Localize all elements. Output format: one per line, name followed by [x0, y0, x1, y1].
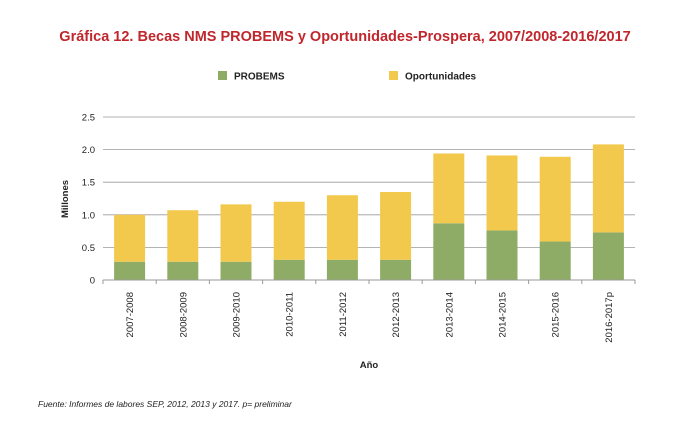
x-tick-label: 2008-2009 — [178, 292, 189, 337]
bar-segment-probems — [486, 230, 518, 280]
bar-segment-probems — [433, 223, 465, 280]
legend-label-oportunidades: Oportunidades — [405, 72, 477, 83]
y-axis-ticks: 0 0.5 1.0 1.5 2.0 2.5 — [82, 113, 95, 287]
y-axis-title: Millones — [60, 180, 71, 218]
bar-segment-oportunidades — [167, 210, 199, 262]
bar-segment-probems — [273, 259, 305, 280]
bar-segment-oportunidades — [220, 204, 252, 262]
bar-segment-probems — [380, 259, 412, 280]
bar-segment-oportunidades — [326, 195, 358, 260]
x-tick-label: 2015-2016 — [551, 292, 562, 337]
bar-segment-oportunidades — [273, 201, 305, 260]
bar-segment-probems — [114, 261, 146, 280]
y-tick-label: 1.5 — [82, 178, 95, 189]
legend-label-probems: PROBEMS — [234, 72, 285, 83]
bar-segment-oportunidades — [539, 156, 571, 242]
x-axis-ticks: 2007-2008 2008-2009 2009-2010 2010-2011 2011… — [102, 280, 636, 343]
bar-segment-probems — [167, 261, 199, 280]
bar-segment-oportunidades — [592, 144, 624, 233]
chart-title: Gráfica 12. Becas NMS PROBEMS y Oportuni… — [59, 29, 630, 45]
bar-segment-oportunidades — [433, 153, 465, 224]
bar-segment-oportunidades — [486, 155, 518, 231]
legend-swatch-probems — [218, 71, 227, 80]
y-tick-label: 2.0 — [82, 145, 95, 156]
x-tick-label: 2011-2012 — [338, 292, 349, 337]
y-tick-label: 2.5 — [82, 113, 95, 124]
bar-segment-oportunidades — [380, 191, 412, 260]
legend-swatch-oportunidades — [389, 71, 398, 80]
bar-segment-probems — [592, 232, 624, 280]
x-tick-label: 2012-2013 — [391, 292, 402, 337]
y-tick-label: 1.0 — [82, 210, 95, 221]
x-axis-title: Año — [360, 360, 379, 371]
y-tick-label: 0 — [90, 276, 95, 287]
bars — [114, 144, 624, 280]
x-tick-label: 2014-2015 — [498, 292, 509, 337]
bar-segment-oportunidades — [114, 214, 146, 262]
y-tick-label: 0.5 — [82, 243, 95, 254]
bar-segment-probems — [326, 259, 358, 280]
x-tick-label: 2013-2014 — [444, 292, 455, 337]
x-tick-label: 2009-2010 — [232, 292, 243, 337]
x-tick-label: 2016-2017p — [604, 292, 615, 343]
source-note: Fuente: Informes de labores SEP, 2012, 2… — [38, 399, 293, 409]
x-tick-label: 2007-2008 — [125, 292, 136, 337]
bar-segment-probems — [220, 261, 252, 280]
bar-segment-probems — [539, 241, 571, 280]
x-tick-label: 2010-2011 — [285, 292, 296, 337]
